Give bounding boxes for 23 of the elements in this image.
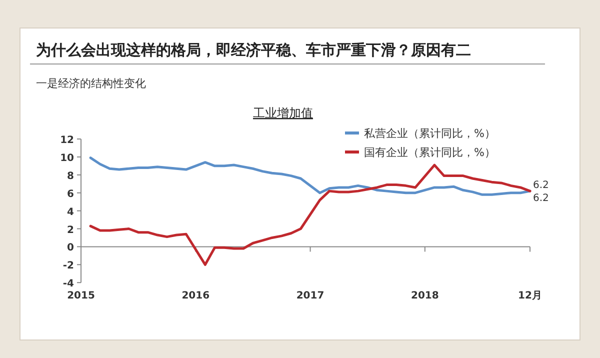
y-tick-label: 10	[60, 152, 74, 164]
y-tick-label: 12	[60, 135, 74, 146]
text: 一是经济的结构性变化	[36, 77, 146, 90]
y-tick-label: 4	[67, 206, 74, 218]
line-series	[89, 164, 532, 266]
x-tick-label: 2016	[182, 290, 210, 302]
y-tick-label: 2	[67, 224, 74, 236]
x-tick-label: 2015	[67, 290, 95, 302]
chart-title: 工业增加值	[253, 106, 313, 120]
y-tick-label: 6	[67, 188, 74, 200]
y-tick-label: 0	[67, 242, 74, 254]
line-series	[89, 156, 532, 196]
y-tick-label: -2	[62, 260, 74, 272]
x-tick-label: 2017	[296, 290, 324, 302]
legend-label: 私营企业（累计同比，%）	[364, 127, 496, 140]
data-label: 6.2	[533, 180, 549, 192]
legend-label: 国有企业（累计同比，%）	[364, 146, 496, 159]
x-tick-label: 2018	[410, 290, 439, 302]
y-tick-label: -4	[62, 278, 74, 290]
text: 为什么会出现这样的格局，即经济平稳、车市严重下滑？原因有二	[36, 41, 471, 59]
data-label: 6.2	[533, 193, 549, 204]
y-tick-label: 8	[67, 170, 74, 182]
x-tick-label: 12月	[518, 290, 542, 302]
